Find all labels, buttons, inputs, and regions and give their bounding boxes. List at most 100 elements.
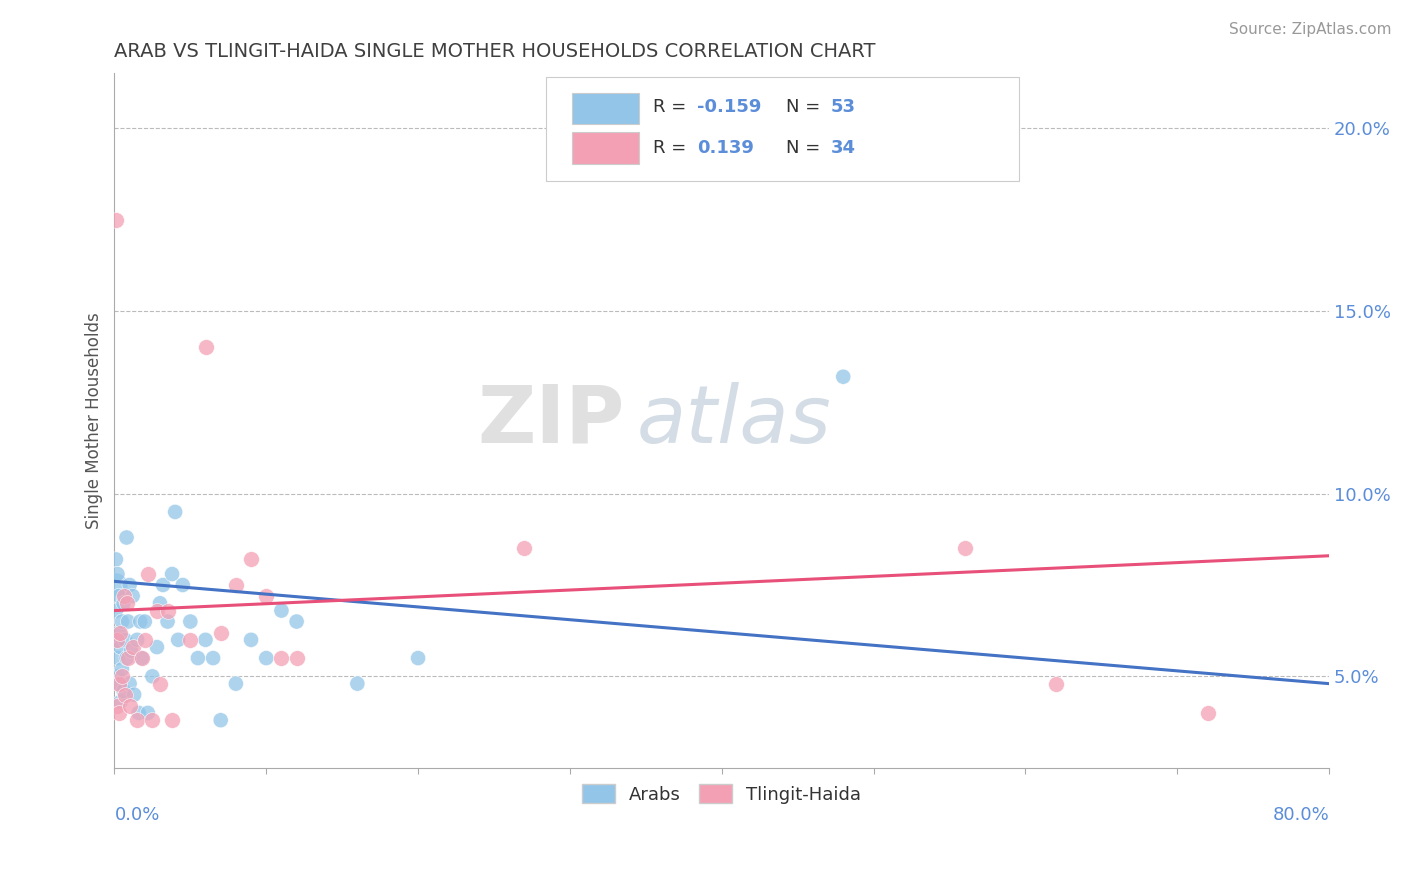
Point: [179, 615, 201, 629]
Point: [131, 651, 153, 665]
Point: [141, 669, 163, 683]
Point: [118, 676, 141, 690]
Point: [270, 651, 292, 665]
Point: [111, 669, 134, 683]
Point: [146, 604, 169, 618]
Point: [240, 552, 263, 566]
Point: [225, 676, 247, 690]
Point: [254, 589, 277, 603]
Point: [156, 604, 179, 618]
Point: [111, 615, 134, 629]
Point: [115, 596, 138, 610]
FancyBboxPatch shape: [572, 132, 640, 164]
Text: 0.139: 0.139: [697, 139, 755, 157]
Point: [107, 698, 129, 713]
Point: [953, 541, 976, 556]
Point: [513, 541, 536, 556]
Point: [122, 688, 145, 702]
Point: [115, 531, 138, 545]
Y-axis label: Single Mother Households: Single Mother Households: [86, 312, 103, 529]
Point: [209, 625, 232, 640]
Point: [107, 651, 129, 665]
Point: [240, 632, 263, 647]
Point: [406, 651, 429, 665]
Point: [110, 695, 132, 709]
Point: [1197, 706, 1219, 720]
FancyBboxPatch shape: [572, 93, 640, 124]
Point: [108, 706, 131, 720]
Text: -0.159: -0.159: [697, 98, 762, 117]
Point: [141, 713, 163, 727]
Point: [108, 676, 131, 690]
Point: [115, 651, 138, 665]
Point: [104, 212, 127, 227]
Text: Source: ZipAtlas.com: Source: ZipAtlas.com: [1229, 22, 1392, 37]
Text: 0.0%: 0.0%: [114, 805, 160, 824]
Point: [112, 684, 135, 698]
Text: R =: R =: [652, 139, 697, 157]
Point: [167, 632, 190, 647]
Point: [172, 578, 194, 592]
Point: [194, 341, 217, 355]
Point: [136, 706, 159, 720]
Point: [187, 651, 209, 665]
Point: [108, 625, 131, 640]
Text: ARAB VS TLINGIT-HAIDA SINGLE MOTHER HOUSEHOLDS CORRELATION CHART: ARAB VS TLINGIT-HAIDA SINGLE MOTHER HOUS…: [114, 42, 876, 61]
Point: [121, 640, 143, 654]
Point: [131, 651, 153, 665]
Point: [118, 698, 141, 713]
Point: [104, 632, 127, 647]
Point: [110, 625, 132, 640]
Point: [194, 632, 217, 647]
Point: [114, 632, 136, 647]
Point: [225, 578, 247, 592]
Point: [832, 369, 855, 384]
Point: [112, 589, 135, 603]
Legend: Arabs, Tlingit-Haida: Arabs, Tlingit-Haida: [575, 776, 869, 811]
Point: [111, 662, 134, 676]
Point: [136, 567, 159, 582]
Point: [104, 578, 127, 592]
Text: N =: N =: [786, 98, 827, 117]
Point: [117, 651, 139, 665]
Point: [254, 651, 277, 665]
Point: [112, 596, 135, 610]
Point: [104, 552, 127, 566]
FancyBboxPatch shape: [546, 77, 1019, 181]
Point: [114, 688, 136, 702]
Point: [285, 615, 308, 629]
Point: [160, 713, 183, 727]
Point: [346, 676, 368, 690]
Point: [128, 706, 150, 720]
Text: 34: 34: [831, 139, 856, 157]
Point: [104, 604, 127, 618]
Point: [202, 651, 225, 665]
Text: R =: R =: [652, 98, 692, 117]
Point: [152, 578, 174, 592]
Point: [270, 604, 292, 618]
Point: [285, 651, 308, 665]
Point: [156, 615, 179, 629]
Text: atlas: atlas: [637, 382, 831, 459]
Point: [121, 589, 143, 603]
Point: [134, 632, 156, 647]
Point: [120, 644, 142, 658]
Text: N =: N =: [786, 139, 827, 157]
Text: 80.0%: 80.0%: [1272, 805, 1329, 824]
Point: [1045, 676, 1067, 690]
Point: [127, 713, 149, 727]
Point: [160, 567, 183, 582]
Text: 53: 53: [831, 98, 856, 117]
Point: [127, 632, 149, 647]
Point: [108, 589, 131, 603]
Point: [209, 713, 232, 727]
Point: [110, 640, 132, 654]
Point: [179, 632, 201, 647]
Point: [108, 676, 131, 690]
Point: [149, 596, 172, 610]
Text: ZIP: ZIP: [478, 382, 624, 459]
Point: [146, 640, 169, 654]
Point: [165, 505, 187, 519]
Point: [107, 632, 129, 647]
Point: [149, 676, 172, 690]
